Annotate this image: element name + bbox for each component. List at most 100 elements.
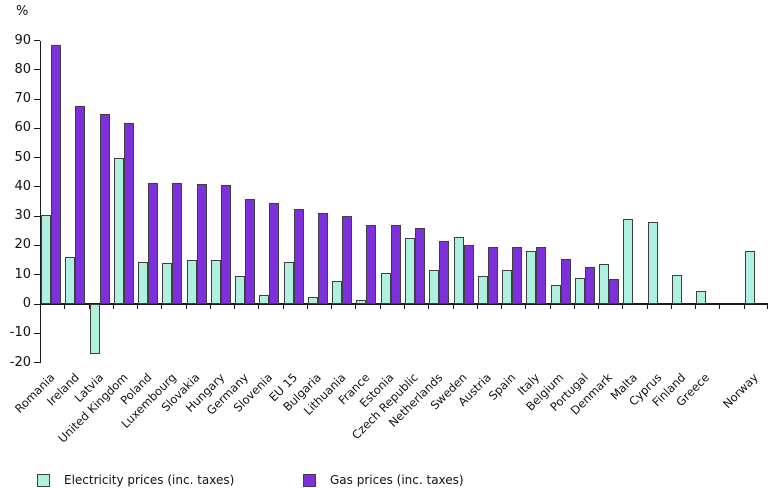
bar-gas-denmark xyxy=(609,279,620,304)
x-tick xyxy=(234,305,236,309)
x-tick xyxy=(161,305,163,309)
x-tick xyxy=(743,305,745,309)
x-axis-label-norway: Norway xyxy=(720,370,761,412)
bar-electricity-hungary xyxy=(210,260,221,304)
x-tick xyxy=(428,305,430,309)
x-tick xyxy=(112,305,114,309)
x-tick xyxy=(379,305,381,309)
bar-gas-bulgaria xyxy=(317,213,328,304)
bar-electricity-norway xyxy=(744,251,755,304)
bar-gas-united-kingdom xyxy=(123,122,134,304)
y-axis xyxy=(40,40,41,363)
bar-electricity-spain xyxy=(502,270,513,304)
x-tick xyxy=(598,305,600,309)
x-tick xyxy=(306,305,308,309)
x-tick xyxy=(622,305,624,309)
y-tick-80 xyxy=(34,69,40,71)
bar-gas-luxembourg xyxy=(172,182,183,304)
y-tick-label--10: -10 xyxy=(9,325,31,341)
y-tick-90 xyxy=(34,40,40,42)
x-tick xyxy=(525,305,527,309)
y-tick-label-30: 30 xyxy=(14,208,31,224)
x-tick xyxy=(670,305,672,309)
y-tick-50 xyxy=(34,157,40,159)
y-tick-20 xyxy=(34,244,40,246)
y-tick-label-60: 60 xyxy=(14,120,31,136)
x-tick xyxy=(404,305,405,309)
bar-electricity-slovakia xyxy=(186,260,197,304)
x-tick xyxy=(646,305,648,309)
x-tick xyxy=(258,305,260,309)
bar-electricity-malta xyxy=(623,219,634,304)
bar-electricity-italy xyxy=(526,251,537,304)
x-tick xyxy=(355,305,357,309)
y-tick-label-0: 0 xyxy=(22,296,31,311)
y-axis-unit-label: % xyxy=(16,4,29,19)
bar-gas-czech-republic xyxy=(415,227,425,304)
bar-gas-slovakia xyxy=(196,183,207,304)
y-tick-10 xyxy=(34,274,40,276)
bar-gas-lithuania xyxy=(342,216,353,304)
bar-gas-france xyxy=(366,224,377,304)
y-tick-label-90: 90 xyxy=(14,32,31,48)
x-tick xyxy=(501,305,503,309)
x-axis-label-spain: Spain xyxy=(485,370,519,403)
bar-gas-slovenia xyxy=(269,203,280,304)
bar-electricity-sweden xyxy=(453,236,464,304)
bar-gas-eu-15 xyxy=(293,208,304,304)
bar-gas-ireland xyxy=(75,106,86,304)
bar-gas-germany xyxy=(245,198,256,304)
x-tick xyxy=(88,305,90,309)
y-tick-40 xyxy=(34,186,40,188)
bar-electricity-france xyxy=(356,299,367,304)
y-tick--10 xyxy=(34,332,40,334)
x-tick xyxy=(185,305,187,309)
bar-electricity-estonia xyxy=(380,273,391,304)
x-tick xyxy=(476,305,478,309)
bar-electricity-czech-republic xyxy=(405,238,415,304)
bar-electricity-finland xyxy=(671,274,682,304)
bar-electricity-cyprus xyxy=(647,222,658,304)
bar-gas-netherlands xyxy=(439,241,450,304)
bar-electricity-ireland xyxy=(65,257,76,304)
bar-electricity-poland xyxy=(138,261,149,304)
gas-legend-label: Gas prices (inc. taxes) xyxy=(330,473,464,487)
bar-electricity-germany xyxy=(235,276,246,304)
x-tick xyxy=(331,305,333,309)
bar-gas-estonia xyxy=(390,224,401,304)
y-tick-label-70: 70 xyxy=(14,91,31,107)
bar-electricity-netherlands xyxy=(429,270,440,304)
y-tick-30 xyxy=(34,215,40,217)
bar-gas-austria xyxy=(487,246,498,304)
bar-gas-latvia xyxy=(99,113,110,304)
y-tick--20 xyxy=(34,362,40,364)
legend-item-gas: Gas prices (inc. taxes) xyxy=(303,473,464,487)
bar-electricity-greece xyxy=(696,290,707,304)
bar-electricity-romania xyxy=(41,214,51,304)
bar-gas-hungary xyxy=(220,185,231,304)
bar-gas-sweden xyxy=(463,245,474,304)
gas-legend-swatch xyxy=(303,473,316,487)
bar-electricity-latvia xyxy=(89,304,100,354)
y-tick-label-10: 10 xyxy=(14,266,31,282)
y-tick-label-20: 20 xyxy=(14,237,31,253)
y-tick-label-50: 50 xyxy=(14,149,31,165)
x-tick xyxy=(209,305,211,309)
electricity-legend-swatch xyxy=(37,473,50,487)
bar-gas-portugal xyxy=(584,267,595,304)
y-tick-label--20: -20 xyxy=(9,354,31,370)
x-tick xyxy=(137,305,139,309)
x-tick xyxy=(695,305,697,309)
y-tick-60 xyxy=(34,127,40,129)
y-tick-0 xyxy=(34,303,40,305)
bar-electricity-austria xyxy=(477,276,488,304)
bar-gas-poland xyxy=(148,182,159,304)
bar-gas-italy xyxy=(536,246,547,304)
legend-item-electricity: Electricity prices (inc. taxes) xyxy=(37,473,234,487)
y-tick-label-40: 40 xyxy=(14,178,31,194)
electricity-legend-label: Electricity prices (inc. taxes) xyxy=(64,473,235,487)
x-axis xyxy=(40,303,768,305)
bar-electricity-portugal xyxy=(574,277,585,304)
x-tick xyxy=(719,305,721,309)
